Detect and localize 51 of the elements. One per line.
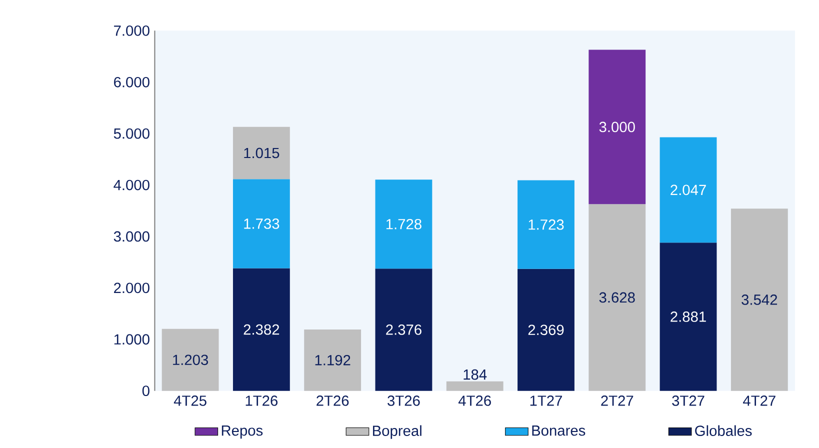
bar (375, 268, 432, 391)
data-label: 2.881 (670, 311, 706, 322)
legend-label: Repos (222, 425, 263, 439)
data-label: 1.733 (244, 218, 280, 229)
y-tick-label: 1.000 (114, 334, 150, 344)
bar (232, 179, 290, 268)
data-label: 2.382 (244, 324, 280, 335)
data-label: 2.376 (386, 324, 422, 335)
data-label: 1.728 (386, 218, 422, 230)
x-tick-label: 4T25 (174, 395, 206, 406)
x-tick-label: 3T27 (672, 395, 704, 406)
bar (162, 328, 219, 391)
bar (232, 126, 290, 180)
bar (304, 329, 362, 391)
data-label: 3.628 (599, 292, 635, 303)
y-tick-label: 2.000 (114, 282, 150, 294)
legend-label: Globales (695, 425, 752, 436)
bar (588, 204, 646, 391)
x-tick-label: 2T27 (601, 395, 634, 406)
y-tick-label: 7.000 (114, 25, 150, 36)
bar (660, 242, 717, 391)
x-tick-label: 4T26 (458, 395, 491, 406)
bar (232, 268, 290, 391)
y-tick-label: 0 (142, 386, 150, 396)
bar (730, 208, 788, 391)
bar (518, 268, 574, 391)
data-label: 1.015 (244, 148, 280, 158)
y-tick-label: 6.000 (114, 76, 150, 88)
data-label: 2.369 (528, 324, 564, 335)
x-tick-label: 3T26 (388, 395, 420, 406)
legend-label: Bonares (532, 425, 586, 436)
x-tick-label: 1T26 (246, 395, 278, 406)
data-label: 1.203 (173, 354, 208, 365)
x-tick-label: 2T26 (316, 395, 349, 406)
data-label: 1.192 (315, 354, 350, 366)
x-tick-label: 4T27 (743, 395, 776, 406)
bar (446, 381, 504, 391)
y-tick-label: 4.000 (114, 180, 150, 190)
data-label: 184 (464, 369, 487, 380)
x-tick-label: 1T27 (530, 395, 562, 406)
y-tick-label: 3.000 (114, 231, 150, 242)
bar (375, 180, 432, 268)
data-label: 2.047 (670, 184, 706, 196)
legend-label: Bopreal (373, 425, 422, 439)
bar (518, 180, 574, 269)
y-tick-label: 5.000 (114, 128, 150, 139)
data-label: 1.723 (528, 219, 564, 230)
bar (588, 50, 646, 204)
bar (660, 137, 717, 243)
data-label: 3.542 (742, 294, 778, 305)
data-label: 3.000 (599, 122, 635, 132)
